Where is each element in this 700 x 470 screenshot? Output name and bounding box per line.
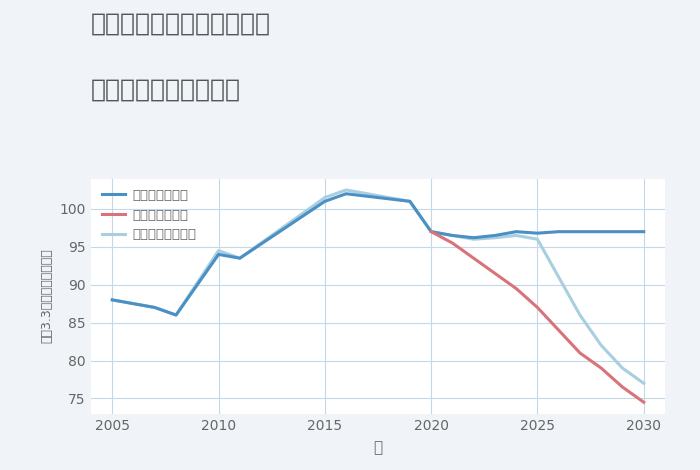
Line: グッドシナリオ: グッドシナリオ xyxy=(112,194,644,315)
ノーマルシナリオ xyxy=(427,229,435,235)
ノーマルシナリオ xyxy=(618,365,626,371)
Legend: グッドシナリオ, バッドシナリオ, ノーマルシナリオ: グッドシナリオ, バッドシナリオ, ノーマルシナリオ xyxy=(97,185,200,245)
グッドシナリオ xyxy=(533,230,542,236)
Line: ノーマルシナリオ: ノーマルシナリオ xyxy=(112,190,644,383)
グッドシナリオ xyxy=(214,251,223,257)
グッドシナリオ xyxy=(512,229,520,235)
ノーマルシナリオ xyxy=(533,236,542,242)
グッドシナリオ xyxy=(150,305,159,310)
グッドシナリオ xyxy=(554,229,563,235)
グッドシナリオ xyxy=(618,229,626,235)
ノーマルシナリオ xyxy=(150,305,159,310)
ノーマルシナリオ xyxy=(448,233,456,238)
バッドシナリオ xyxy=(618,384,626,390)
ノーマルシナリオ xyxy=(640,380,648,386)
バッドシナリオ xyxy=(554,328,563,333)
ノーマルシナリオ xyxy=(491,235,499,241)
ノーマルシナリオ xyxy=(470,236,478,242)
ノーマルシナリオ xyxy=(108,297,116,303)
グッドシナリオ xyxy=(342,191,350,196)
グッドシナリオ xyxy=(470,235,478,241)
バッドシナリオ xyxy=(470,255,478,261)
グッドシナリオ xyxy=(427,229,435,235)
ノーマルシナリオ xyxy=(342,187,350,193)
ノーマルシナリオ xyxy=(554,274,563,280)
ノーマルシナリオ xyxy=(512,233,520,238)
グッドシナリオ xyxy=(406,198,414,204)
バッドシナリオ xyxy=(533,305,542,310)
ノーマルシナリオ xyxy=(321,195,329,200)
ノーマルシナリオ xyxy=(597,343,606,348)
X-axis label: 年: 年 xyxy=(373,440,383,455)
バッドシナリオ xyxy=(512,286,520,291)
ノーマルシナリオ xyxy=(406,198,414,204)
ノーマルシナリオ xyxy=(236,255,244,261)
グッドシナリオ xyxy=(576,229,584,235)
バッドシナリオ xyxy=(597,365,606,371)
グッドシナリオ xyxy=(491,233,499,238)
ノーマルシナリオ xyxy=(214,248,223,253)
Text: 愛知県豊橋市牟呂大西町の: 愛知県豊橋市牟呂大西町の xyxy=(91,12,271,36)
グッドシナリオ xyxy=(108,297,116,303)
グッドシナリオ xyxy=(597,229,606,235)
グッドシナリオ xyxy=(172,312,180,318)
グッドシナリオ xyxy=(321,198,329,204)
バッドシナリオ xyxy=(491,271,499,276)
バッドシナリオ xyxy=(640,400,648,405)
ノーマルシナリオ xyxy=(172,312,180,318)
ノーマルシナリオ xyxy=(576,312,584,318)
Text: 中古戸建ての価格推移: 中古戸建ての価格推移 xyxy=(91,78,241,102)
グッドシナリオ xyxy=(236,255,244,261)
バッドシナリオ xyxy=(576,350,584,356)
Y-axis label: 坪（3.3㎡）単価（万円）: 坪（3.3㎡）単価（万円） xyxy=(41,249,53,344)
Line: バッドシナリオ: バッドシナリオ xyxy=(431,232,644,402)
バッドシナリオ xyxy=(448,240,456,246)
グッドシナリオ xyxy=(640,229,648,235)
バッドシナリオ xyxy=(427,229,435,235)
グッドシナリオ xyxy=(448,233,456,238)
